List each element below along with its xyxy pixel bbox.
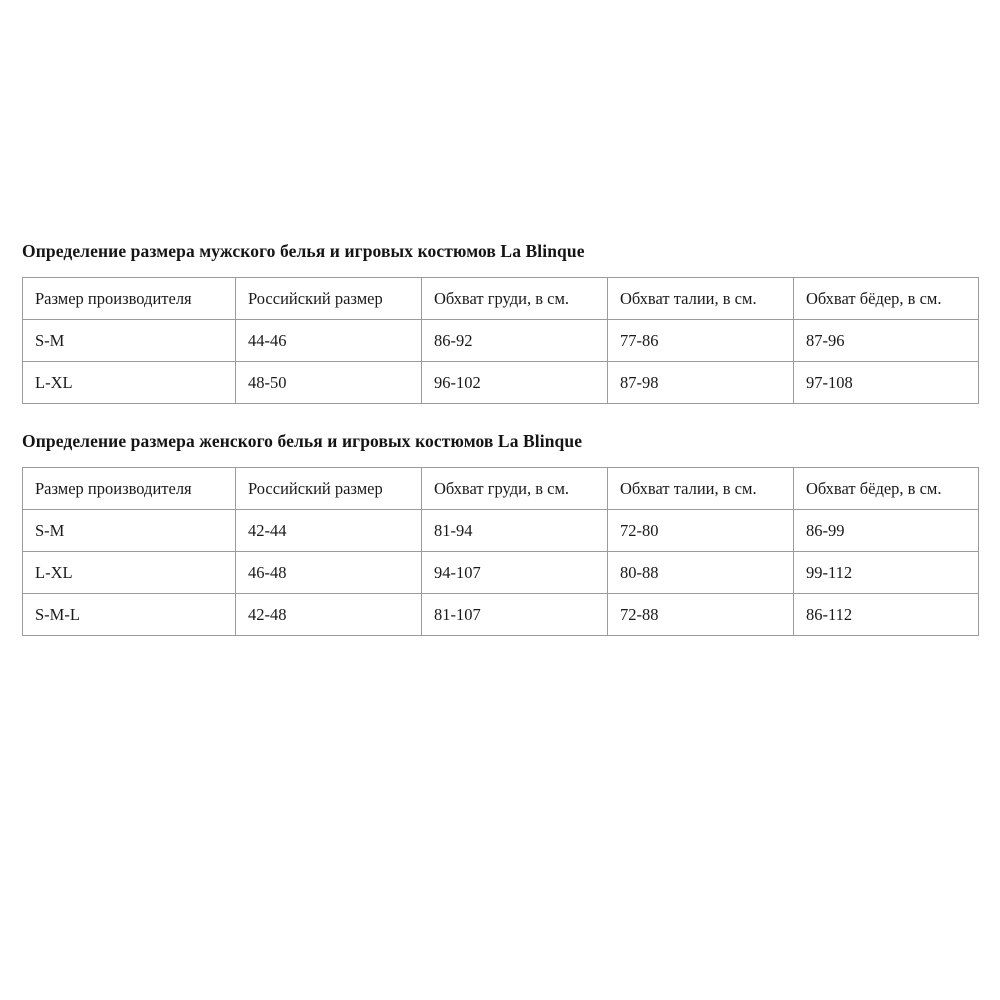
cell-hips: 86-99 xyxy=(793,509,979,552)
table-body: S-M 44-46 86-92 77-86 87-96 L-XL 48-50 9… xyxy=(22,319,979,404)
cell-russian-size: 42-44 xyxy=(235,509,422,552)
cell-chest: 94-107 xyxy=(421,551,608,594)
column-header-russian-size: Российский размер xyxy=(235,277,422,320)
cell-manufacturer-size: S-M-L xyxy=(22,593,236,636)
table-header: Размер производителя Российский размер О… xyxy=(22,277,979,320)
table-header-row: Размер производителя Российский размер О… xyxy=(22,277,979,320)
table-body: S-M 42-44 81-94 72-80 86-99 L-XL 46-48 9… xyxy=(22,509,979,636)
cell-waist: 87-98 xyxy=(607,361,794,404)
cell-waist: 72-88 xyxy=(607,593,794,636)
cell-russian-size: 46-48 xyxy=(235,551,422,594)
cell-russian-size: 44-46 xyxy=(235,319,422,362)
column-header-chest: Обхват груди, в см. xyxy=(421,277,608,320)
mens-size-section: Определение размера мужского белья и игр… xyxy=(22,240,979,404)
document-content: Определение размера мужского белья и игр… xyxy=(22,240,979,636)
cell-russian-size: 42-48 xyxy=(235,593,422,636)
column-header-manufacturer-size: Размер производителя xyxy=(22,277,236,320)
column-header-manufacturer-size: Размер производителя xyxy=(22,467,236,510)
cell-chest: 96-102 xyxy=(421,361,608,404)
womens-size-table: Размер производителя Российский размер О… xyxy=(22,467,979,636)
cell-manufacturer-size: L-XL xyxy=(22,551,236,594)
cell-chest: 86-92 xyxy=(421,319,608,362)
cell-manufacturer-size: L-XL xyxy=(22,361,236,404)
mens-size-heading: Определение размера мужского белья и игр… xyxy=(22,241,585,261)
cell-waist: 72-80 xyxy=(607,509,794,552)
table-row: S-M-L 42-48 81-107 72-88 86-112 xyxy=(22,593,979,636)
cell-hips: 87-96 xyxy=(793,319,979,362)
column-header-russian-size: Российский размер xyxy=(235,467,422,510)
womens-size-heading: Определение размера женского белья и игр… xyxy=(22,431,583,451)
cell-russian-size: 48-50 xyxy=(235,361,422,404)
womens-size-section: Определение размера женского белья и игр… xyxy=(22,430,979,636)
mens-size-table: Размер производителя Российский размер О… xyxy=(22,277,979,404)
cell-hips: 99-112 xyxy=(793,551,979,594)
table-row: S-M 42-44 81-94 72-80 86-99 xyxy=(22,509,979,552)
cell-manufacturer-size: S-M xyxy=(22,319,236,362)
cell-waist: 80-88 xyxy=(607,551,794,594)
column-header-waist: Обхват талии, в см. xyxy=(607,277,794,320)
column-header-hips: Обхват бёдер, в см. xyxy=(793,467,979,510)
table-header: Размер производителя Российский размер О… xyxy=(22,467,979,510)
column-header-waist: Обхват талии, в см. xyxy=(607,467,794,510)
cell-chest: 81-94 xyxy=(421,509,608,552)
cell-waist: 77-86 xyxy=(607,319,794,362)
column-header-chest: Обхват груди, в см. xyxy=(421,467,608,510)
table-header-row: Размер производителя Российский размер О… xyxy=(22,467,979,510)
table-row: L-XL 46-48 94-107 80-88 99-112 xyxy=(22,551,979,594)
cell-chest: 81-107 xyxy=(421,593,608,636)
cell-manufacturer-size: S-M xyxy=(22,509,236,552)
cell-hips: 86-112 xyxy=(793,593,979,636)
cell-hips: 97-108 xyxy=(793,361,979,404)
table-row: S-M 44-46 86-92 77-86 87-96 xyxy=(22,319,979,362)
table-row: L-XL 48-50 96-102 87-98 97-108 xyxy=(22,361,979,404)
column-header-hips: Обхват бёдер, в см. xyxy=(793,277,979,320)
